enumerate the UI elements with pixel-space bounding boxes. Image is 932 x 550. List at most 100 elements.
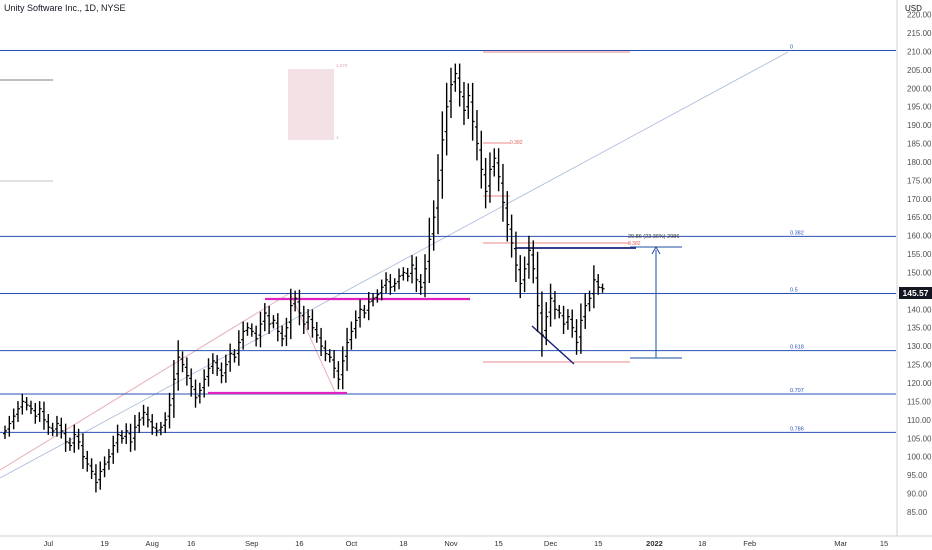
ohlc-bar: [293, 290, 298, 312]
ohlc-bar: [249, 323, 254, 337]
y-tick-label: 90.00: [907, 490, 928, 499]
ohlc-bar: [245, 322, 250, 336]
ohlc-bar: [111, 435, 116, 464]
ohlc-bar: [466, 83, 471, 119]
ohlc-bar: [232, 349, 237, 363]
ohlc-bar: [405, 268, 410, 282]
x-tick-label: 16: [187, 539, 195, 548]
ohlc-bar: [132, 414, 137, 451]
ohlc-bar: [163, 412, 168, 433]
ohlc-bar: [171, 360, 176, 418]
ohlc-bar: [418, 274, 423, 295]
x-tick-label: Dec: [544, 539, 558, 548]
y-tick-label: 165.00: [907, 213, 932, 222]
ohlc-bar: [223, 354, 228, 383]
ohlc-bar: [46, 414, 51, 435]
y-tick-label: 175.00: [907, 176, 932, 185]
ohlc-bar: [358, 299, 363, 328]
ohlc-bar: [54, 415, 59, 437]
y-tick-label: 190.00: [907, 121, 932, 130]
chart-title: Unity Software Inc., 1D, NYSE: [4, 3, 126, 13]
ohlc-bar: [314, 321, 319, 343]
x-tick-label: 19: [100, 539, 108, 548]
ohlc-bar: [41, 401, 46, 430]
ohlc-bar: [557, 304, 562, 319]
ohlc-bar: [189, 368, 194, 397]
ohlc-bar: [552, 291, 557, 320]
ohlc-bar: [119, 430, 124, 444]
ohlc-bar: [561, 305, 566, 335]
ohlc-bar: [600, 283, 605, 293]
ohlc-bar: [427, 217, 432, 283]
navy-trend-line: [531, 325, 575, 365]
x-tick-label: Sep: [245, 539, 258, 548]
ohlc-bar: [93, 464, 98, 493]
ohlc-bar: [410, 255, 415, 284]
ohlc-bar: [587, 290, 592, 312]
trend-line-blue: [0, 51, 789, 479]
ohlc-bar: [565, 309, 570, 330]
ohlc-bar: [448, 67, 453, 119]
ohlc-bar: [271, 315, 276, 329]
fib-level-label: 0.5: [790, 287, 798, 293]
ohlc-bar: [150, 414, 155, 435]
ohlc-bar: [59, 417, 64, 439]
x-tick-label: Jul: [44, 539, 54, 548]
ohlc-bar: [219, 362, 224, 384]
ohlc-bar: [15, 401, 20, 422]
ohlc-bar: [193, 379, 198, 408]
ohlc-bar: [479, 130, 484, 189]
x-tick-label: Nov: [444, 539, 458, 548]
ohlc-bar: [206, 358, 211, 387]
ohlc-bar: [63, 423, 68, 452]
y-tick-label: 110.00: [907, 416, 931, 425]
y-tick-label: 95.00: [907, 471, 928, 480]
x-tick-label: 15: [494, 539, 502, 548]
ohlc-bar: [375, 289, 380, 303]
ohlc-bar: [531, 240, 536, 284]
ohlc-bar: [336, 361, 341, 390]
projection-box: [288, 69, 334, 140]
measure-label: 29.86 (23.36%) 2986: [628, 234, 679, 240]
ohlc-bar: [33, 403, 38, 424]
ohlc-bar: [184, 357, 189, 386]
x-tick-label: Oct: [346, 539, 359, 548]
fib-level-label: 0: [790, 44, 793, 50]
ohlc-bar: [500, 163, 505, 222]
y-tick-label: 105.00: [907, 434, 932, 443]
y-tick-label: 215.00: [907, 29, 932, 38]
ohlc-bar: [548, 283, 553, 327]
ohlc-bar: [327, 349, 332, 363]
ohlc-bar: [522, 256, 527, 293]
ohlc-bar: [106, 449, 111, 470]
y-tick-label: 100.00: [907, 453, 932, 462]
ohlc-bar: [444, 82, 449, 156]
ohlc-bar: [128, 423, 133, 452]
x-tick-label: 18: [698, 539, 706, 548]
ohlc-bar: [461, 81, 466, 125]
ohlc-bar: [470, 82, 475, 141]
y-tick-label: 125.00: [907, 361, 932, 370]
ohlc-bar: [345, 327, 350, 371]
fib-level-label: 0.707: [790, 388, 804, 394]
ohlc-bar: [513, 231, 518, 283]
ohlc-bar: [518, 255, 523, 299]
ohlc-bar: [280, 325, 285, 347]
ohlc-bar: [323, 340, 328, 362]
ohlc-bar: [24, 397, 29, 411]
ohlc-bar: [20, 393, 25, 415]
ohlc-bar: [102, 456, 107, 478]
ohlc-bar: [431, 200, 436, 251]
y-tick-label: 205.00: [907, 66, 932, 75]
ohlc-bar: [505, 191, 510, 242]
ohlc-bar: [436, 154, 440, 235]
y-tick-label: 210.00: [907, 47, 932, 56]
box-label: 1.272: [336, 63, 348, 68]
ohlc-bar: [492, 148, 497, 177]
fib-level-label: 0.786: [790, 426, 804, 432]
ohlc-bar: [7, 415, 12, 437]
ohlc-bar: [306, 309, 311, 330]
ohlc-bar: [509, 214, 514, 258]
ohlc-bar: [310, 309, 315, 338]
